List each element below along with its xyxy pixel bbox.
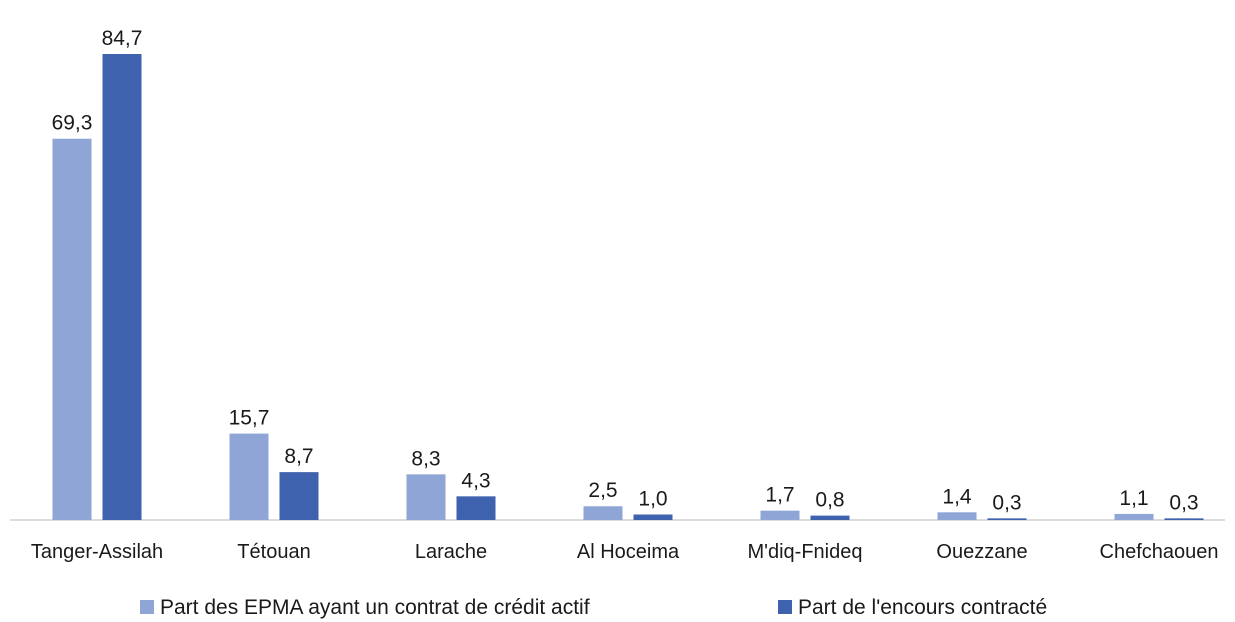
category-label-2: Larache xyxy=(415,541,487,563)
value-label-epma-6: 1,1 xyxy=(1119,487,1148,510)
legend: Part des EPMA ayant un contrat de crédit… xyxy=(140,596,1047,619)
bar-epma-6 xyxy=(1114,513,1154,520)
category-label-3: Al Hoceima xyxy=(577,541,680,563)
bar-encours-1 xyxy=(279,472,319,520)
bar-encours-2 xyxy=(456,496,496,520)
value-label-encours-3: 1,0 xyxy=(638,487,667,510)
bar-encours-3 xyxy=(633,514,673,520)
category-label-0: Tanger-Assilah xyxy=(31,541,163,563)
value-label-epma-1: 15,7 xyxy=(229,407,270,430)
bar-encours-4 xyxy=(810,515,850,520)
value-label-encours-2: 4,3 xyxy=(461,469,490,492)
value-label-encours-0: 84,7 xyxy=(102,27,143,50)
legend-swatch-0 xyxy=(140,600,154,614)
bar-epma-2 xyxy=(406,474,446,520)
bar-encours-5 xyxy=(987,518,1027,520)
category-label-5: Ouezzane xyxy=(936,541,1027,563)
category-label-1: Tétouan xyxy=(237,541,310,563)
bar-epma-0 xyxy=(52,138,92,520)
value-label-epma-4: 1,7 xyxy=(765,484,794,507)
bar-epma-4 xyxy=(760,510,800,520)
value-label-encours-5: 0,3 xyxy=(992,491,1021,514)
legend-label-0: Part des EPMA ayant un contrat de crédit… xyxy=(160,596,590,619)
category-label-6: Chefchaouen xyxy=(1100,541,1219,563)
category-labels: Tanger-Assilah Tétouan Larache Al Hoceima M'… xyxy=(31,541,1219,563)
value-label-epma-0: 69,3 xyxy=(52,112,93,135)
bar-epma-5 xyxy=(937,512,977,520)
legend-swatch-1 xyxy=(778,600,792,614)
bar-encours-0 xyxy=(102,54,142,520)
value-label-epma-5: 1,4 xyxy=(942,485,972,508)
value-label-encours-4: 0,8 xyxy=(815,489,844,512)
value-label-epma-2: 8,3 xyxy=(411,447,440,470)
value-label-epma-3: 2,5 xyxy=(588,479,617,502)
bar-encours-6 xyxy=(1164,518,1204,520)
value-label-encours-1: 8,7 xyxy=(284,445,313,468)
legend-label-1: Part de l'encours contracté xyxy=(798,596,1047,619)
bars-group: 69,3 84,7 15,7 8,7 8,3 4,3 2,5 1,0 1,7 0,8 1,4 0,3 1… xyxy=(52,27,1204,520)
bar-epma-3 xyxy=(583,506,623,520)
bar-epma-1 xyxy=(229,433,269,520)
value-label-encours-6: 0,3 xyxy=(1169,491,1198,514)
category-label-4: M'diq-Fnideq xyxy=(748,541,863,563)
